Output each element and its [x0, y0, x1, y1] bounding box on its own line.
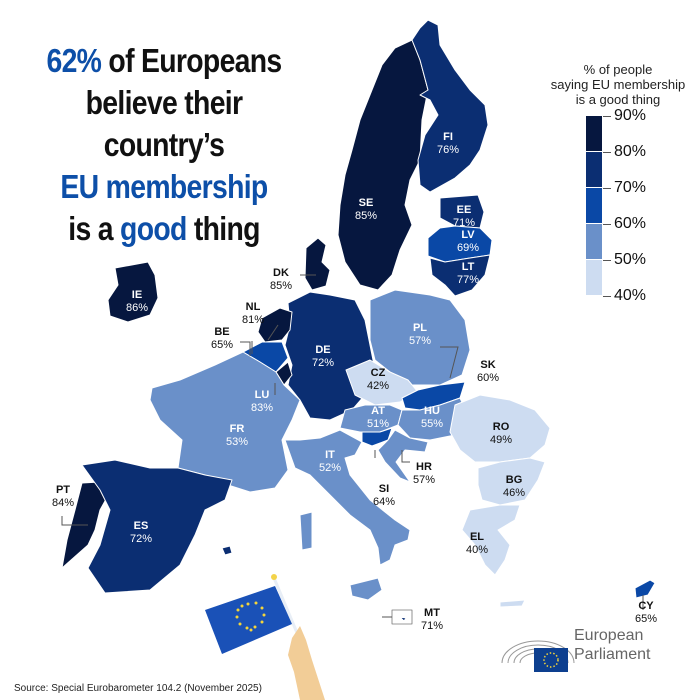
- country-it: [284, 429, 411, 566]
- country-bg: [477, 457, 546, 506]
- headline: 62% of Europeans believe their country’s…: [35, 40, 293, 250]
- legend-color-bar: [586, 116, 602, 296]
- country-dk: [304, 237, 331, 291]
- legend-title-line3: is a good thing: [575, 92, 661, 107]
- legend-label-90: 90%: [614, 107, 647, 124]
- legend-title-line1: % of people: [583, 62, 653, 77]
- country-it-sicily: [349, 577, 383, 601]
- headline-line4b: thing: [186, 210, 261, 247]
- legend-tick: [603, 260, 611, 261]
- source-note: Source: Special Eurobarometer 104.2 (Nov…: [14, 683, 262, 694]
- headline-line1: of Europeans: [101, 42, 282, 79]
- country-it-sardinia: [299, 511, 313, 551]
- headline-percent: 62%: [46, 42, 102, 79]
- country-mt: [399, 616, 407, 622]
- legend-tick: [603, 296, 611, 297]
- country-lv: [427, 225, 493, 263]
- legend-tick: [603, 116, 611, 117]
- country-hr: [377, 429, 429, 483]
- country-ro: [449, 394, 551, 463]
- legend-swatch-50-60: [586, 224, 602, 260]
- legend-swatch-70-80: [586, 152, 602, 188]
- headline-good: good: [120, 210, 187, 247]
- country-ie: [107, 261, 159, 323]
- country-el-crete: [499, 599, 526, 608]
- country-es-balearic: [221, 545, 233, 556]
- legend-title: % of people saying EU membership is a go…: [528, 62, 700, 107]
- logo-line1: European: [574, 627, 644, 644]
- country-fr: [149, 351, 301, 493]
- country-se: [337, 39, 429, 291]
- legend-title-line2: saying EU membership: [550, 77, 686, 92]
- country-el: [461, 504, 521, 576]
- european-parliament-logo: [501, 640, 575, 672]
- eu-stars-icon: [235, 601, 266, 632]
- country-labels-light: SE 85% FI 76% EE 71% LV 69% LT 77% IE 86% DE 72…: [126, 131, 479, 545]
- legend-swatch-80-90: [586, 116, 602, 152]
- legend-tick: [603, 188, 611, 189]
- logo-line2: Parliament: [574, 646, 651, 663]
- country-nl: [257, 307, 293, 343]
- headline-line2: believe their country’s: [85, 84, 243, 163]
- legend-swatch-60-70: [586, 188, 602, 224]
- legend-label-80: 80%: [614, 143, 647, 160]
- legend-tick: [603, 152, 611, 153]
- hand-icon: [288, 626, 325, 700]
- legend-label-50: 50%: [614, 251, 647, 268]
- country-labels-dark: DK 85% NL 81% BE 65% CZ 42% SK 60% RO 49% SI 64…: [52, 267, 657, 632]
- legend-label-40: 40%: [614, 287, 647, 304]
- country-lt: [429, 254, 491, 297]
- headline-line3: EU membership: [60, 168, 268, 205]
- european-parliament-wordmark: European Parliament: [574, 626, 650, 664]
- country-pl: [369, 289, 471, 386]
- country-es: [81, 459, 233, 594]
- eu-flag-illustration: [205, 574, 325, 700]
- headline-line4a: is a: [68, 210, 121, 247]
- country-cy: [634, 579, 656, 599]
- legend-tick: [603, 224, 611, 225]
- country-fi: [411, 19, 489, 193]
- legend-swatch-40-50: [586, 260, 602, 296]
- legend-label-60: 60%: [614, 215, 647, 232]
- legend-label-70: 70%: [614, 179, 647, 196]
